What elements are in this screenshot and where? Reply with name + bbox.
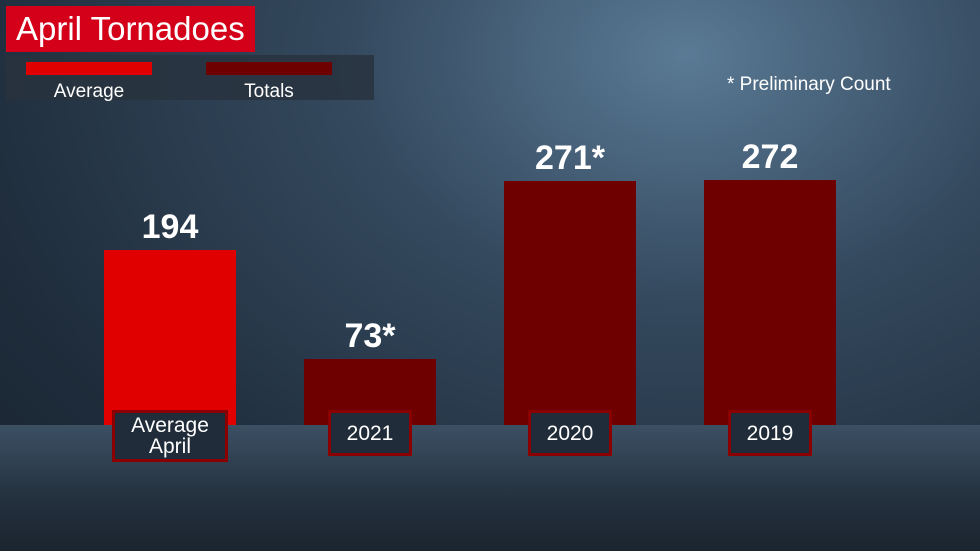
- value-label: 73*: [344, 317, 396, 356]
- bar: [504, 181, 636, 425]
- legend-label: Totals: [244, 81, 294, 102]
- x-tick-label: 2021: [328, 410, 412, 456]
- legend-swatch: [26, 62, 152, 75]
- x-tick-label: 2020: [528, 410, 612, 456]
- legend-item: Average: [26, 55, 152, 103]
- value-label: 272: [741, 138, 799, 177]
- x-tick-label: Average April: [112, 410, 228, 462]
- legend-swatch: [206, 62, 332, 75]
- bar: [104, 250, 236, 425]
- chart-title: April Tornadoes: [6, 6, 255, 52]
- legend: Average Totals: [6, 55, 374, 103]
- bar: [704, 180, 836, 425]
- legend-item: Totals: [206, 55, 332, 103]
- value-label: 194: [141, 208, 199, 247]
- note: * Preliminary Count: [727, 74, 891, 95]
- value-label: 271*: [535, 139, 605, 178]
- x-tick-label: 2019: [728, 410, 812, 456]
- legend-label: Average: [53, 81, 125, 102]
